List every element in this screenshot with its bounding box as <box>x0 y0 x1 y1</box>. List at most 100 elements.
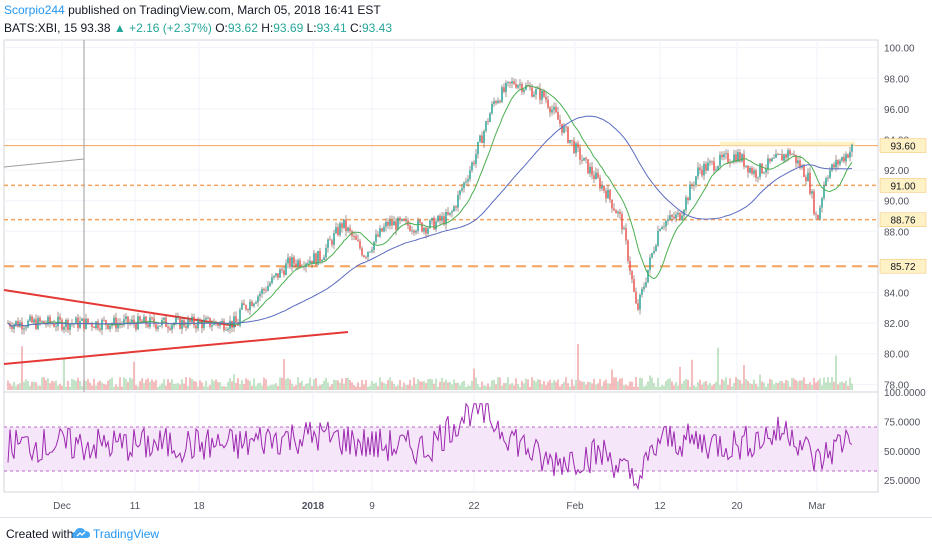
candle-body <box>91 323 93 327</box>
volume-bar <box>87 379 89 390</box>
candle-body <box>227 328 229 330</box>
symbol-label: BATS:XBI, 15 <box>4 21 78 35</box>
volume-bar <box>77 377 79 390</box>
volume-bar <box>397 385 399 390</box>
volume-bar <box>607 383 609 390</box>
candle-body <box>211 325 213 327</box>
volume-bar <box>531 377 533 390</box>
candle-body <box>323 257 325 261</box>
volume-bar <box>291 383 293 390</box>
candle-body <box>677 212 679 215</box>
candle-body <box>343 219 345 228</box>
volume-bar <box>631 381 633 390</box>
volume-bar <box>39 385 41 390</box>
candle-body <box>843 156 845 162</box>
volume-bar <box>195 381 197 390</box>
volume-bar <box>17 384 19 390</box>
candle-body <box>429 220 431 229</box>
volume-bar <box>131 378 133 390</box>
price-tick-label: 82.00 <box>884 319 909 330</box>
volume-bar <box>505 382 507 390</box>
volume-bar <box>801 380 803 390</box>
volume-bar <box>447 382 449 390</box>
volume-bar <box>233 374 235 390</box>
candle-body <box>435 221 437 230</box>
candle-body <box>221 320 223 323</box>
candle-body <box>247 309 249 311</box>
volume-bar <box>579 380 581 390</box>
publish-line: Scorpio244 published on TradingView.com,… <box>4 3 381 17</box>
volume-bar <box>25 379 27 390</box>
candle-body <box>785 154 787 158</box>
candle-body <box>381 228 383 232</box>
candle-body <box>745 165 747 167</box>
volume-bar <box>475 377 477 390</box>
volume-bar <box>819 378 821 390</box>
candle-body <box>565 126 567 128</box>
candle-body <box>829 170 831 178</box>
volume-bar <box>617 381 619 390</box>
volume-bar <box>463 380 465 390</box>
volume-bar <box>339 382 341 390</box>
candle-body <box>689 184 691 201</box>
volume-bar <box>237 378 239 390</box>
volume-bar <box>533 380 535 390</box>
candle-body <box>631 271 633 280</box>
volume-bar <box>547 381 549 390</box>
trendline-lower[interactable] <box>3 331 349 365</box>
volume-bar <box>487 383 489 390</box>
volume-bar <box>267 386 269 390</box>
candle-body <box>335 227 337 234</box>
ma-slow-line <box>7 115 853 327</box>
candle-body <box>463 182 465 189</box>
volume-bar <box>161 383 163 390</box>
volume-bar <box>407 384 409 390</box>
volume-bar <box>843 383 845 390</box>
volume-bar <box>295 385 297 390</box>
time-tick-label: 12 <box>654 501 666 512</box>
candle-body <box>845 154 847 162</box>
price-tag <box>879 138 927 153</box>
candle-body <box>25 327 27 329</box>
price-pane <box>3 39 879 393</box>
candle-body <box>27 320 29 328</box>
volume-bar <box>117 386 119 390</box>
volume-bar <box>743 364 745 390</box>
volume-bar <box>795 380 797 390</box>
volume-bar <box>57 385 59 390</box>
candle-body <box>601 185 603 189</box>
candle-body <box>467 179 469 182</box>
candle-body <box>23 328 25 330</box>
candle-body <box>399 217 401 221</box>
tradingview-brand-link[interactable]: TradingView <box>93 527 160 541</box>
volume-bar <box>649 375 651 390</box>
candle-body <box>809 172 811 194</box>
candle-body <box>767 158 769 170</box>
candle-body <box>151 317 153 319</box>
candle-body <box>387 221 389 226</box>
volume-bar <box>455 383 457 390</box>
candle-body <box>687 197 689 201</box>
candle-body <box>353 235 355 237</box>
candle-body <box>735 154 737 162</box>
author-link[interactable]: Scorpio244 <box>4 3 65 17</box>
time-tick-label: 20 <box>731 501 743 512</box>
volume-bar <box>125 379 127 390</box>
volume-bar <box>387 380 389 390</box>
candle-body <box>81 318 83 321</box>
volume-bar <box>319 385 321 390</box>
volume-bar <box>439 381 441 390</box>
volume-bar <box>55 380 57 390</box>
candle-body <box>299 260 301 267</box>
candle-body <box>235 316 237 323</box>
volume-bar <box>663 385 665 390</box>
candle-body <box>543 90 545 97</box>
time-tick-label: Mar <box>808 501 826 512</box>
volume-bar <box>363 384 365 390</box>
candle-body <box>685 197 687 211</box>
candle-body <box>657 230 659 246</box>
volume-bar <box>33 381 35 390</box>
candle-body <box>229 320 231 329</box>
volume-bar <box>741 383 743 390</box>
volume-bar <box>635 377 637 390</box>
